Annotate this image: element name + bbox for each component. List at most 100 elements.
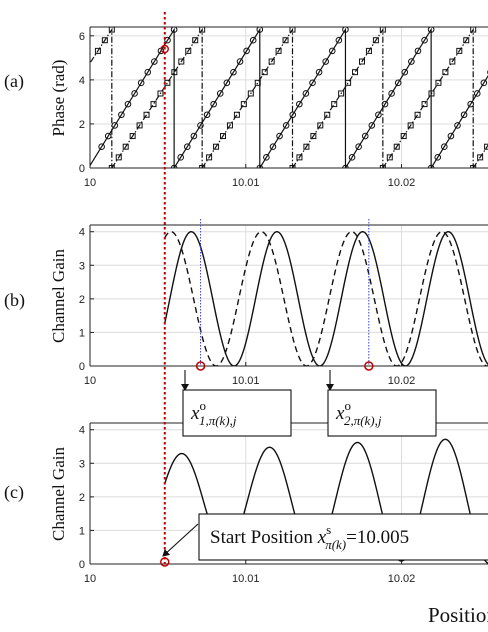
phase-point-circle	[131, 90, 138, 97]
start-position-symbol: x	[317, 527, 327, 548]
phase-point-circle	[388, 90, 395, 97]
start-position-value: =10.005	[346, 527, 409, 548]
y-tick-label: 0	[79, 163, 85, 175]
phase-point-square	[101, 37, 108, 44]
phase-point-square	[421, 101, 428, 108]
start-position-label: Start Position xs π(k)=10.005	[210, 522, 409, 552]
phase-point-circle	[137, 79, 145, 87]
phase-point-circle	[269, 143, 277, 151]
x-tick-label: 10.02	[388, 177, 416, 189]
y-tick-label: 3	[79, 458, 85, 470]
phase-point-square	[407, 122, 414, 129]
y-tick-label: 4	[79, 75, 85, 87]
phase-point-square	[303, 143, 310, 150]
phase-point-circle	[230, 68, 237, 76]
phase-point-circle	[328, 47, 336, 55]
annotation-frame	[182, 389, 292, 437]
phase-point-circle	[454, 122, 461, 129]
x-tick-label: 10.02	[388, 375, 416, 387]
phase-point-square	[358, 58, 365, 65]
phase-point-circle	[216, 90, 224, 97]
gain-series-line-1	[164, 231, 488, 366]
phase-point-circle	[236, 58, 244, 65]
phase-point-circle	[414, 47, 422, 55]
annotation-symbol: x	[335, 403, 345, 424]
gain-series-group	[164, 231, 488, 366]
phase-point-circle	[381, 100, 389, 108]
panel-label: (c)	[4, 482, 24, 503]
phase-point-square	[428, 90, 435, 97]
phase-point-circle	[302, 90, 310, 97]
annotation-superscript: o	[199, 398, 206, 413]
phase-point-square	[213, 143, 220, 150]
annotation-label: xo 2,π(k),j	[335, 398, 382, 428]
phase-point-circle	[361, 132, 369, 140]
phase-point-circle	[183, 143, 191, 151]
y-axis-title: Channel Gain	[49, 249, 68, 343]
phase-point-circle	[190, 132, 198, 140]
phase-point-square	[296, 154, 303, 161]
phase-point-circle	[296, 100, 303, 108]
x-tick-label: 10	[84, 177, 96, 189]
phase-point-square	[220, 133, 227, 140]
y-axis-title: Channel Gain	[49, 447, 68, 541]
y-axis-title: Phase (rad)	[49, 60, 68, 137]
phase-point-circle	[322, 58, 329, 65]
phase-point-square	[150, 101, 157, 108]
phase-point-circle	[441, 143, 448, 151]
phase-point-square	[108, 27, 115, 33]
phase-point-square	[352, 69, 359, 76]
phase-point-square	[178, 58, 185, 65]
y-tick-label: 2	[79, 492, 85, 504]
phase-point-circle	[408, 58, 415, 65]
phase-point-square	[386, 154, 393, 161]
phase-point-square	[379, 27, 386, 33]
x-tick-label: 10.02	[388, 573, 416, 585]
phase-point-square	[129, 133, 136, 140]
phase-point-square	[393, 143, 400, 150]
start-position-subscript: π(k)	[325, 537, 346, 552]
annotation-subscript: 2,π(k),j	[344, 413, 382, 428]
y-tick-label: 2	[79, 119, 85, 131]
phase-point-square	[240, 101, 247, 108]
panel-a: 0 2 4 6 10 10.01 10.02 Phase (rad) (a)	[4, 26, 488, 189]
phase-point-square	[442, 69, 449, 76]
x-axis-title: Position	[428, 603, 488, 627]
phase-point-square	[470, 27, 477, 33]
phase-point-circle	[309, 79, 316, 87]
phase-point-circle	[480, 79, 488, 87]
start-marker-panel-c	[160, 557, 170, 567]
phase-point-square	[115, 154, 122, 161]
phase-point-square	[289, 27, 296, 33]
phase-point-circle	[447, 132, 455, 140]
minimum-marker-1	[195, 361, 206, 371]
start-position-superscript: s	[326, 522, 331, 537]
panel-label: (a)	[4, 71, 24, 92]
panel-c: 0 1 2 3 4 10 10.01 10.02 Channel Gain (c)	[4, 422, 488, 585]
phase-point-square	[477, 154, 484, 161]
y-tick-label: 0	[79, 559, 85, 571]
phase-point-square	[268, 58, 275, 65]
phase-point-square	[171, 69, 178, 76]
y-tick-label: 0	[79, 361, 85, 373]
start-position-arrow	[162, 523, 199, 557]
phase-point-square	[261, 69, 268, 76]
panel-label: (b)	[4, 290, 25, 311]
start-position-frame	[198, 513, 488, 561]
phase-point-circle	[282, 122, 290, 129]
phase-point-circle	[421, 36, 428, 44]
phase-point-square	[310, 133, 317, 140]
x-tick-label: 10	[84, 573, 96, 585]
y-tick-label: 4	[79, 227, 85, 239]
panel-b: 0 1 2 3 4 10 10.01 10.02 Channel Gain (b)	[4, 224, 488, 387]
phase-point-square	[400, 133, 407, 140]
phase-point-square	[324, 111, 331, 118]
phase-point-circle	[263, 154, 270, 161]
phase-point-circle	[335, 36, 343, 44]
phase-point-square	[372, 37, 379, 44]
phase-point-square	[136, 122, 143, 129]
annotation-box-1: xo 1,π(k),j	[181, 370, 292, 437]
start-position-prefix: Start Position	[210, 527, 318, 548]
phase-point-circle	[118, 111, 125, 119]
